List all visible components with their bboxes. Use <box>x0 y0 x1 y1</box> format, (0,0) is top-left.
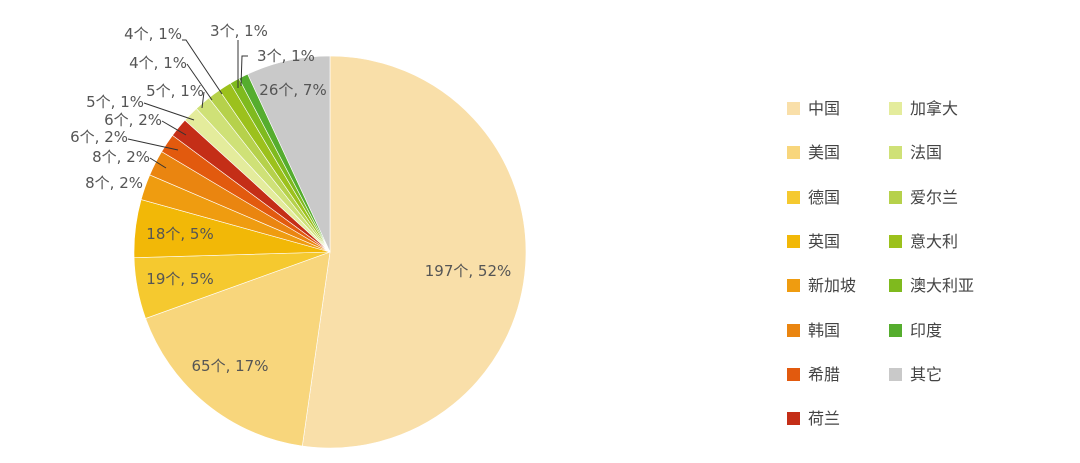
legend-swatch <box>787 279 800 292</box>
legend-swatch <box>889 324 902 337</box>
legend-label: 中国 <box>808 99 840 118</box>
legend-item: 希腊 <box>787 363 840 387</box>
legend-label: 其它 <box>910 365 942 384</box>
legend-swatch <box>889 191 902 204</box>
legend-swatch <box>787 368 800 381</box>
legend-label: 英国 <box>808 232 840 251</box>
legend-label: 韩国 <box>808 321 840 340</box>
legend-label: 美国 <box>808 143 840 162</box>
pie-chart: 197个, 52% 65个, 17% 19个, 5% 18个, 5% 8个, 2% 8个,… <box>0 0 760 463</box>
slice-label-12: 3个, 1% <box>210 22 268 40</box>
legend-label: 爱尔兰 <box>910 188 958 207</box>
legend-label: 加拿大 <box>910 99 958 118</box>
legend-swatch <box>787 235 800 248</box>
slice-label-9: 5个, 1% <box>146 82 204 100</box>
slice-label-2: 19个, 5% <box>146 270 213 288</box>
legend-label: 澳大利亚 <box>910 276 974 295</box>
slice-label-0: 197个, 52% <box>425 262 512 280</box>
legend-swatch <box>889 235 902 248</box>
slice-label-8: 5个, 1% <box>86 93 144 111</box>
legend-item: 美国 <box>787 141 840 165</box>
legend-swatch <box>787 146 800 159</box>
slice-label-1: 65个, 17% <box>192 357 269 375</box>
legend-item: 英国 <box>787 230 840 254</box>
legend-label: 新加坡 <box>808 276 856 295</box>
legend-label: 法国 <box>910 143 942 162</box>
slice-label-14: 26个, 7% <box>259 81 326 99</box>
legend-label: 德国 <box>808 188 840 207</box>
legend-swatch <box>889 279 902 292</box>
slice-label-10: 4个, 1% <box>129 54 187 72</box>
legend-item: 韩国 <box>787 319 840 343</box>
legend-swatch <box>889 368 902 381</box>
legend-item: 德国 <box>787 186 840 210</box>
slice-label-11: 4个, 1% <box>124 25 182 43</box>
legend-item: 澳大利亚 <box>889 274 974 298</box>
slice-label-7: 6个, 2% <box>104 111 162 129</box>
legend-item: 法国 <box>889 141 942 165</box>
legend-item: 中国 <box>787 97 840 121</box>
legend-item: 新加坡 <box>787 274 856 298</box>
legend-label: 印度 <box>910 321 942 340</box>
legend-item: 印度 <box>889 319 942 343</box>
legend-item: 其它 <box>889 363 942 387</box>
legend-item: 荷兰 <box>787 407 840 431</box>
legend-item: 爱尔兰 <box>889 186 958 210</box>
slice-label-3: 18个, 5% <box>146 225 213 243</box>
legend-label: 意大利 <box>910 232 958 251</box>
slice-label-13: 3个, 1% <box>257 47 315 65</box>
slice-label-5: 8个, 2% <box>92 148 150 166</box>
slice-label-6: 6个, 2% <box>70 128 128 146</box>
legend-item: 加拿大 <box>889 97 958 121</box>
legend-label: 荷兰 <box>808 409 840 428</box>
legend-swatch <box>889 102 902 115</box>
slice-label-4: 8个, 2% <box>85 174 143 192</box>
pie-slice-0 <box>302 56 526 448</box>
legend-label: 希腊 <box>808 365 840 384</box>
legend-swatch <box>787 191 800 204</box>
legend-item: 意大利 <box>889 230 958 254</box>
legend-swatch <box>787 324 800 337</box>
legend-swatch <box>787 102 800 115</box>
legend-swatch <box>889 146 902 159</box>
legend-swatch <box>787 412 800 425</box>
